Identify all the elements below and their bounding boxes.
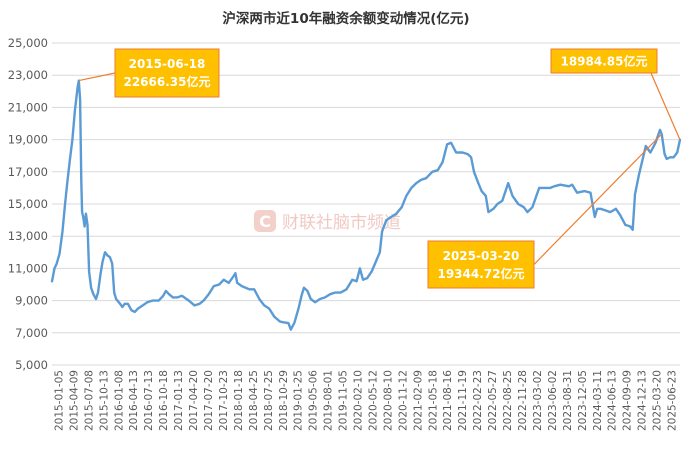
x-tick-label: 2024-09-09 bbox=[622, 370, 634, 431]
x-tick-label: 2021-05-18 bbox=[427, 370, 439, 431]
callout-box bbox=[427, 240, 535, 289]
x-tick-label: 2017-07-20 bbox=[203, 370, 215, 431]
callout-box bbox=[550, 48, 658, 74]
watermark-logo-icon bbox=[254, 210, 276, 232]
x-tick-label: 2019-11-05 bbox=[338, 370, 350, 431]
watermark-text: 财联社脑市频道 bbox=[282, 213, 401, 233]
x-tick-label: 2023-12-05 bbox=[577, 370, 589, 431]
callout-date: 2015-06-18 bbox=[129, 57, 206, 71]
x-tick-label: 2023-06-02 bbox=[547, 370, 559, 431]
y-tick-label: 19,000 bbox=[8, 133, 48, 147]
x-tick-label: 2016-01-08 bbox=[113, 370, 125, 431]
x-tick-label: 2022-02-23 bbox=[472, 370, 484, 431]
x-tick-label: 2022-11-28 bbox=[517, 370, 529, 431]
x-axis: 2015-01-05 2015-04-09 2015-07-08 2015-10-13… bbox=[53, 370, 678, 431]
callout-leader-line bbox=[78, 72, 116, 82]
y-axis: 5,000 7,000 9,000 11,000 13,000 15,000 17,000 1… bbox=[8, 36, 48, 372]
callout-box bbox=[114, 48, 220, 98]
x-tick-label: 2021-08-16 bbox=[442, 370, 454, 431]
y-tick-label: 9,000 bbox=[15, 294, 48, 308]
y-tick-label: 5,000 bbox=[15, 358, 48, 372]
x-tick-label: 2017-04-20 bbox=[188, 370, 200, 431]
y-tick-label: 13,000 bbox=[8, 229, 48, 243]
callout-leader-line bbox=[533, 133, 663, 265]
x-tick-label: 2025-06-23 bbox=[667, 370, 679, 431]
x-tick-label: 2018-07-25 bbox=[263, 370, 275, 431]
series-line bbox=[50, 79, 682, 331]
chart-title: 沪深两市近10年融资余额变动情况(亿元) bbox=[222, 10, 469, 27]
x-tick-label: 2018-01-18 bbox=[233, 370, 245, 431]
x-tick-label: 2016-10-18 bbox=[158, 370, 170, 431]
x-tick-label: 2015-01-05 bbox=[53, 370, 65, 431]
y-tick-label: 21,000 bbox=[8, 100, 48, 114]
x-tick-label: 2020-02-10 bbox=[353, 370, 365, 431]
callout-leader-line bbox=[650, 72, 681, 141]
x-tick-label: 2025-03-20 bbox=[652, 370, 664, 431]
x-tick-label: 2024-03-11 bbox=[592, 370, 604, 431]
y-tick-label: 25,000 bbox=[8, 36, 48, 50]
x-tick-label: 2015-07-08 bbox=[83, 370, 95, 431]
x-tick-label: 2020-05-12 bbox=[367, 370, 379, 431]
x-tick-label: 2017-10-23 bbox=[218, 370, 230, 431]
x-tick-label: 2017-01-13 bbox=[173, 370, 185, 431]
x-tick-label: 2015-04-09 bbox=[68, 370, 80, 431]
x-tick-label: 2018-04-25 bbox=[248, 370, 260, 431]
x-tick-label: 2019-08-01 bbox=[323, 370, 335, 431]
y-tick-label: 11,000 bbox=[8, 261, 48, 275]
x-tick-label: 2021-02-09 bbox=[412, 370, 424, 431]
y-tick-label: 7,000 bbox=[15, 326, 48, 340]
x-tick-label: 2021-11-19 bbox=[457, 370, 469, 431]
x-tick-label: 2020-08-10 bbox=[382, 370, 394, 431]
callout-date: 2025-03-20 bbox=[443, 249, 520, 263]
x-tick-label: 2018-10-29 bbox=[278, 370, 290, 431]
x-tick-label: 2024-06-13 bbox=[607, 370, 619, 431]
x-tick-label: 2016-07-13 bbox=[143, 370, 155, 431]
x-tick-label: 2022-05-27 bbox=[487, 370, 499, 431]
x-tick-label: 2015-10-13 bbox=[98, 370, 110, 431]
callout-value: 18984.85亿元 bbox=[560, 54, 647, 69]
x-tick-label: 2019-05-06 bbox=[308, 370, 320, 431]
x-tick-label: 2020-11-12 bbox=[397, 370, 409, 431]
callout-value: 22666.35亿元 bbox=[123, 74, 210, 89]
callout-value: 19344.72亿元 bbox=[437, 266, 524, 281]
y-tick-label: 15,000 bbox=[8, 197, 48, 211]
watermark: C 财联社脑市频道 bbox=[254, 210, 401, 233]
series-group bbox=[50, 79, 682, 331]
x-tick-label: 2019-01-25 bbox=[293, 370, 305, 431]
x-tick-label: 2022-08-25 bbox=[502, 370, 514, 431]
y-tick-label: 17,000 bbox=[8, 165, 48, 179]
callouts: 2015-06-18 22666.35亿元 2025-03-20 19344.72亿元… bbox=[78, 48, 681, 289]
y-tick-label: 23,000 bbox=[8, 68, 48, 82]
x-tick-label: 2016-04-13 bbox=[128, 370, 140, 431]
watermark-logo-letter: C bbox=[259, 212, 271, 231]
x-tick-label: 2023-08-31 bbox=[562, 370, 574, 431]
x-tick-label: 2023-03-02 bbox=[532, 370, 544, 431]
x-tick-label: 2024-12-13 bbox=[637, 370, 649, 431]
